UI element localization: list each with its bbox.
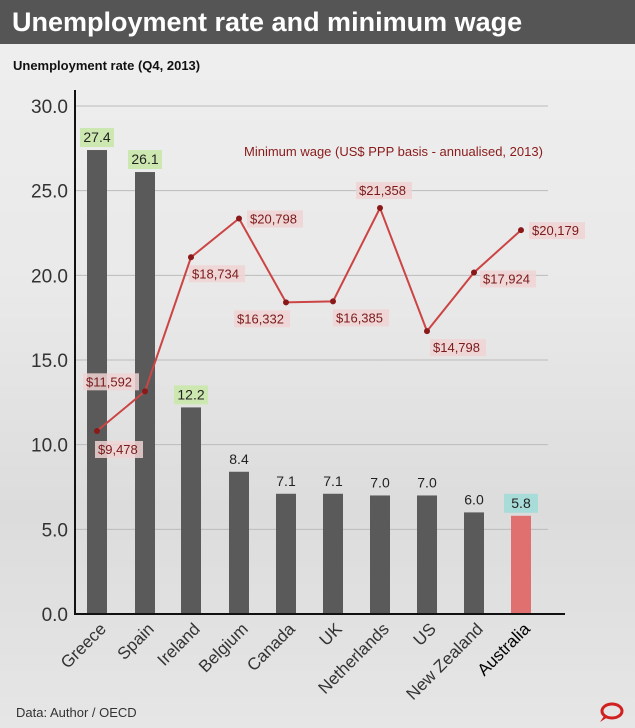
wage-label-bg (247, 210, 303, 228)
bar-netherlands (370, 495, 390, 614)
bar-australia (511, 515, 531, 614)
wage-point (518, 227, 524, 234)
x-tick-label: Belgium (195, 619, 252, 676)
x-tick-label: Greece (57, 619, 110, 672)
wage-label: $20,179 (532, 223, 579, 238)
bar-uk (323, 493, 343, 614)
bar-value-label: 5.8 (511, 495, 531, 511)
y-tick-label: 10.0 (31, 436, 68, 457)
wage-point (377, 205, 383, 212)
wage-label: $16,332 (237, 311, 284, 326)
x-tick-label: Canada (243, 619, 299, 675)
wage-label: $14,798 (433, 340, 480, 355)
bar-value-label: 7.1 (323, 473, 343, 489)
wage-label: $9,478 (98, 442, 138, 457)
wage-point (330, 298, 336, 305)
y-tick-label: 0.0 (42, 605, 68, 626)
wage-label: $18,734 (192, 266, 239, 281)
bar-value-bg (504, 493, 538, 513)
y-axis-label: Unemployment rate (Q4, 2013) (13, 58, 201, 73)
wage-label: $16,385 (336, 310, 383, 325)
wage-point (424, 328, 430, 335)
bar-value-label: 6.0 (464, 491, 484, 507)
bar-value-label: 7.0 (417, 474, 437, 490)
y-tick-label: 15.0 (31, 351, 68, 372)
wage-point (236, 215, 242, 222)
x-tick-label: Australia (474, 619, 535, 680)
wage-label: $21,358 (359, 183, 406, 198)
bar-value-label: 26.1 (131, 151, 158, 167)
bar-value-label: 7.0 (370, 474, 390, 490)
line-series-legend: Minimum wage (US$ PPP basis - annualised… (244, 144, 543, 159)
source-note: Data: Author / OECD (16, 705, 137, 720)
wage-label-bg (356, 182, 412, 200)
wage-label: $11,592 (86, 374, 132, 389)
bar-value-bg (174, 385, 208, 405)
wage-line (96, 205, 522, 432)
bar-value-label: 27.4 (83, 129, 110, 145)
bar-value-bg (80, 128, 114, 148)
bar-new-zealand (464, 512, 484, 614)
y-tick-label: 5.0 (42, 520, 68, 541)
bar-belgium (229, 471, 249, 614)
x-tick-label: UK (316, 619, 347, 650)
x-tick-label: Spain (114, 619, 158, 663)
wage-label-bg (189, 265, 245, 283)
y-tick-label: 25.0 (31, 182, 68, 203)
x-tick-label: US (410, 619, 440, 649)
wage-label: $20,798 (250, 212, 297, 227)
wage-point (188, 254, 194, 261)
bar-value-label: 8.4 (229, 451, 249, 467)
bar-value-label: 7.1 (276, 473, 296, 489)
bar-canada (276, 493, 296, 614)
wage-point (471, 269, 477, 276)
wage-label-bg (430, 339, 486, 357)
bar-value-bg (128, 150, 162, 170)
wage-label-bg (95, 441, 143, 458)
wage-label-bg (234, 310, 290, 328)
y-tick-label: 30.0 (31, 97, 68, 118)
wage-point (283, 299, 289, 306)
y-tick-label: 20.0 (31, 266, 68, 287)
wage-label-bg (333, 309, 389, 327)
wage-label-bg (529, 222, 585, 240)
wage-label-bg (480, 270, 536, 288)
wage-label-bg (83, 373, 139, 391)
bar-ireland (181, 407, 201, 614)
chart-title: Unemployment rate and minimum wage (0, 0, 635, 44)
wage-point (94, 428, 100, 434)
bar-us (417, 495, 437, 614)
wage-label: $17,924 (483, 271, 530, 286)
wage-point (142, 388, 148, 395)
bar-value-label: 12.2 (177, 386, 204, 402)
